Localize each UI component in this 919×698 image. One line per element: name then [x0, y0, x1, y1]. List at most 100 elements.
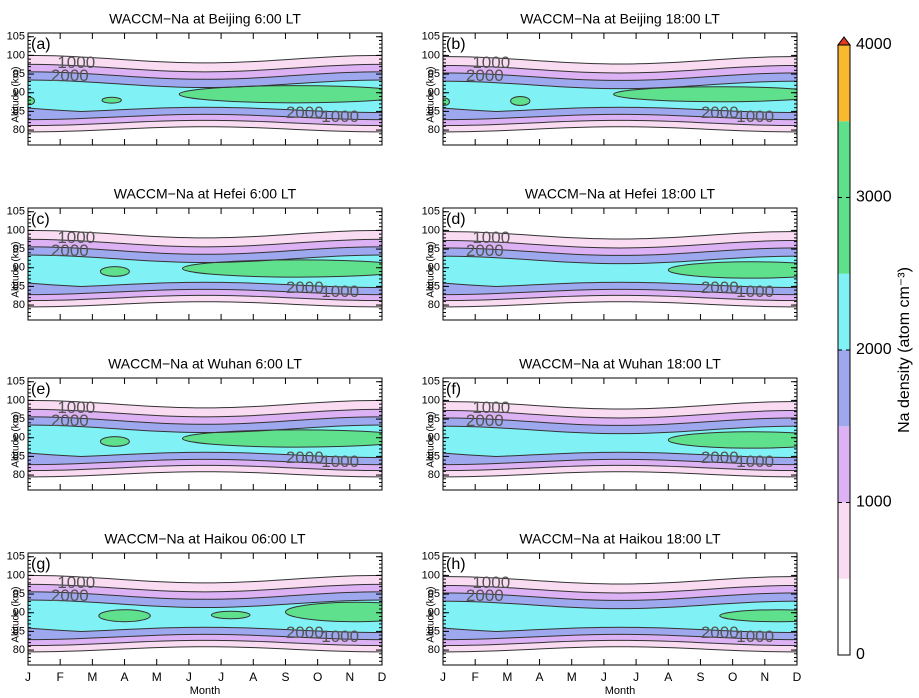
contour-line: [28, 79, 382, 89]
y-axis-label: Altitude (km): [11, 67, 22, 123]
contour-line: [28, 599, 382, 609]
y-tick-label: 95: [428, 413, 440, 425]
contour-label: 2000: [701, 103, 739, 122]
contour-line: [443, 72, 797, 81]
contour-line: [28, 424, 382, 434]
contour-label: 2000: [286, 623, 324, 642]
y-tick-label: 80: [428, 124, 440, 136]
contour-label: 1000: [736, 107, 774, 126]
contour-line: [443, 56, 797, 65]
panel: WACCM−Na at Wuhan 18:00 LT10002000200010…: [422, 356, 798, 491]
contour-line: [28, 113, 382, 121]
y-tick-label: 85: [13, 280, 25, 292]
contour-label: 1000: [472, 228, 510, 247]
density-blob: [178, 85, 382, 104]
panel-title: WACCM−Na at Haikou 18:00 LT: [519, 531, 721, 547]
colorbar-segment: [838, 121, 850, 198]
y-tick-label: 100: [422, 394, 440, 406]
contour-label: 1000: [472, 398, 510, 417]
contour-label: 1000: [321, 107, 359, 126]
contour-line: [443, 471, 797, 478]
y-tick-label: 95: [13, 413, 25, 425]
panel-label: (a): [31, 36, 51, 53]
contour-label: 2000: [286, 103, 324, 122]
contour-line: [28, 646, 382, 653]
contour-line: [443, 301, 797, 308]
panel-title: WACCM−Na at Wuhan 18:00 LT: [519, 356, 721, 372]
y-tick-label: 105: [7, 551, 25, 563]
x-tick-label: J: [601, 670, 607, 684]
contour-line: [28, 281, 382, 289]
contour-label: 2000: [466, 586, 504, 605]
y-tick-label: 90: [428, 262, 440, 274]
y-tick-label: 85: [428, 105, 440, 117]
y-tick-label: 90: [13, 607, 25, 619]
contour-line: [28, 408, 382, 418]
contour-label: 1000: [736, 452, 774, 471]
y-tick-label: 85: [13, 450, 25, 462]
y-tick-label: 100: [422, 224, 440, 236]
contour-line: [28, 464, 382, 472]
contour-label: 2000: [466, 241, 504, 260]
density-blob: [182, 429, 382, 448]
colorbar-segment: [838, 273, 850, 350]
contour-line: [28, 626, 382, 634]
density-blob: [99, 436, 130, 447]
contour-line: [443, 288, 797, 296]
contour-label: 2000: [701, 278, 739, 297]
x-tick-label: F: [472, 670, 479, 684]
density-blob: [719, 609, 797, 623]
density-band: [443, 601, 797, 633]
x-tick-label: M: [87, 670, 97, 684]
y-tick-label: 105: [7, 376, 25, 388]
contour-line: [28, 63, 382, 73]
y-tick-label: 100: [422, 569, 440, 581]
contour-line: [28, 458, 382, 466]
colorbar-segment: [838, 45, 850, 122]
y-tick-label: 90: [428, 432, 440, 444]
x-tick-label: M: [502, 670, 512, 684]
contour-line: [443, 239, 797, 249]
density-blob: [99, 266, 130, 277]
contour-label: 2000: [51, 411, 89, 430]
x-tick-label: S: [696, 670, 704, 684]
contour-line: [443, 126, 797, 133]
panel-title: WACCM−Na at Beijing 6:00 LT: [109, 11, 301, 27]
y-tick-label: 80: [13, 299, 25, 311]
density-blob: [182, 259, 382, 278]
contour-label: 2000: [466, 411, 504, 430]
contour-line: [443, 633, 797, 641]
contour-line: [28, 399, 382, 409]
contour-line: [443, 417, 797, 426]
density-blob: [667, 431, 797, 449]
y-tick-label: 80: [428, 299, 440, 311]
contour-label: 1000: [472, 573, 510, 592]
x-tick-label: F: [57, 670, 64, 684]
contour-line: [443, 592, 797, 601]
panel-title: WACCM−Na at Haikou 06:00 LT: [104, 531, 306, 547]
panel-title: WACCM−Na at Beijing 18:00 LT: [520, 11, 720, 27]
contour-label: 1000: [57, 228, 95, 247]
y-tick-label: 85: [428, 280, 440, 292]
y-axis-label: Altitude (km): [426, 587, 437, 643]
contour-line: [28, 633, 382, 641]
contour-line: [443, 626, 797, 634]
y-tick-label: 90: [13, 87, 25, 99]
panel-title: WACCM−Na at Hefei 6:00 LT: [114, 186, 297, 202]
contour-line: [28, 119, 382, 127]
y-tick-label: 105: [7, 206, 25, 218]
y-axis-label: Altitude (km): [426, 242, 437, 298]
contour-label: 2000: [701, 623, 739, 642]
y-tick-label: 100: [7, 224, 25, 236]
field: [28, 378, 382, 490]
y-tick-label: 105: [7, 31, 25, 43]
contour-line: [443, 281, 797, 289]
y-tick-label: 90: [428, 87, 440, 99]
contour-line: [28, 294, 382, 302]
colorbar-extend: [837, 36, 851, 46]
contour-line: [28, 106, 382, 114]
y-tick-label: 80: [13, 469, 25, 481]
colorbar-tick-label: 2000: [856, 341, 892, 358]
x-tick-label: O: [728, 670, 737, 684]
